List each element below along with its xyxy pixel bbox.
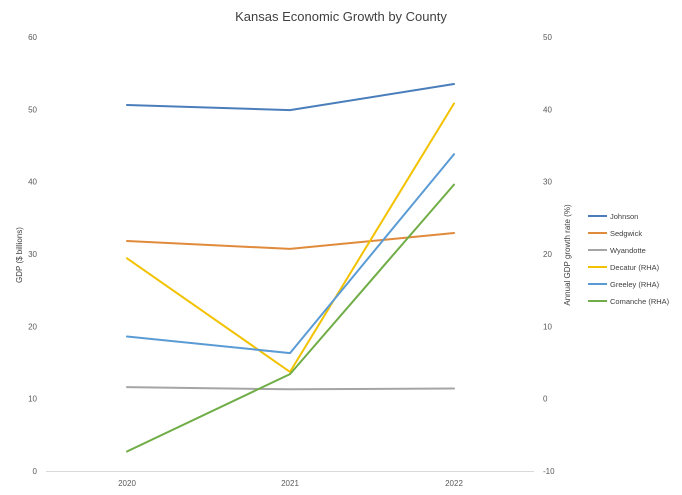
legend-label: Johnson <box>610 212 638 221</box>
series-line-4 <box>126 153 455 355</box>
y-tick-label: 40 <box>28 178 37 187</box>
legend-label: Sedgwick <box>610 229 642 238</box>
y2-tick-label: -10 <box>543 467 555 476</box>
y2-tick-label: 10 <box>543 322 552 331</box>
x-tick-label: 2022 <box>445 479 463 488</box>
y2-tick-label: 40 <box>543 105 552 114</box>
chart-title: Kansas Economic Growth by County <box>235 9 447 24</box>
plot-area <box>126 83 455 453</box>
y-tick-label: 20 <box>28 322 37 331</box>
legend-label: Decatur (RHA) <box>610 263 660 272</box>
y2-tick-label: 0 <box>543 395 548 404</box>
left-axis: 0 10 20 30 40 50 60 <box>28 33 37 476</box>
y2-tick-label: 20 <box>543 250 552 259</box>
x-tick-label: 2021 <box>281 479 299 488</box>
legend-label: Wyandotte <box>610 246 646 255</box>
series-line-5 <box>126 183 455 453</box>
y2-tick-label: 30 <box>543 178 552 187</box>
series-line-2 <box>126 386 455 391</box>
y-tick-label: 50 <box>28 105 37 114</box>
y-tick-label: 30 <box>28 250 37 259</box>
series-line-3 <box>126 102 455 373</box>
y2-axis-title: Annual GDP growth rate (%) <box>563 204 572 306</box>
y-axis-title: GDP ($ billions) <box>15 227 24 283</box>
y-tick-label: 0 <box>33 467 38 476</box>
x-axis: 2020 2021 2022 <box>118 479 463 488</box>
series-line-0 <box>126 83 455 112</box>
legend: Johnson Sedgwick Wyandotte Decatur (RHA) Gre… <box>588 212 670 306</box>
right-axis: -10 0 10 20 30 40 50 <box>543 33 555 476</box>
legend-label: Comanche (RHA) <box>610 297 670 306</box>
y-tick-label: 60 <box>28 33 37 42</box>
y2-tick-label: 50 <box>543 33 552 42</box>
y-tick-label: 10 <box>28 395 37 404</box>
series-line-1 <box>126 232 455 250</box>
legend-label: Greeley (RHA) <box>610 280 660 289</box>
x-tick-label: 2020 <box>118 479 136 488</box>
